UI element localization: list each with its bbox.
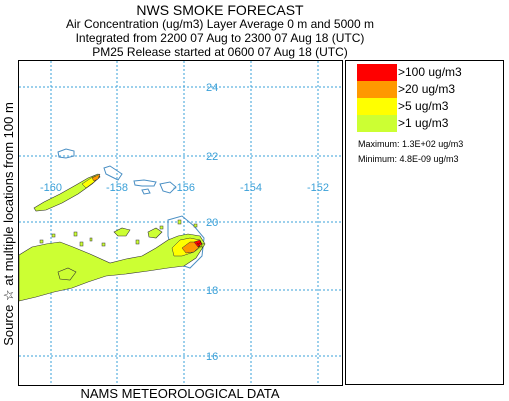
legend-item-100: >100 ug/m3 xyxy=(357,64,503,81)
source-side-label-text: Source ☆ at multiple locations from 100 … xyxy=(1,101,16,346)
integration-period: Integrated from 2200 07 Aug to 2300 07 A… xyxy=(75,31,365,45)
meteorological-data-label: NAMS METEOROLOGICAL DATA xyxy=(80,386,280,401)
speck xyxy=(159,225,164,230)
minimum-value: Minimum: 4.8E-09 ug/m3 xyxy=(358,154,459,164)
speck xyxy=(51,233,56,238)
concentration-description: Air Concentration (ug/m3) Layer Average … xyxy=(66,17,374,31)
lat-label-24: 24 xyxy=(206,82,218,94)
legend-label: >20 ug/m3 xyxy=(398,82,456,96)
source-side-label: Source ☆ at multiple locations from 100 … xyxy=(0,60,18,387)
legend-item-20: >20 ug/m3 xyxy=(357,81,503,98)
speck xyxy=(101,242,106,247)
plume-20-core xyxy=(181,241,201,254)
speck xyxy=(39,239,44,244)
legend-label: >5 ug/m3 xyxy=(398,99,449,113)
source-marker-icon: ☆ xyxy=(196,240,205,251)
longitude-gridlines xyxy=(50,61,319,385)
lon-label-158: -158 xyxy=(106,182,128,194)
plume-fragment-2 xyxy=(147,227,163,239)
smoke-plume-100 xyxy=(193,239,203,248)
legend-label: >100 ug/m3 xyxy=(398,65,462,79)
legend-label: >1 ug/m3 xyxy=(398,116,449,130)
speck xyxy=(193,223,198,228)
speck xyxy=(177,219,182,225)
smoke-specks xyxy=(39,219,198,247)
legend-item-5: >5 ug/m3 xyxy=(357,98,503,115)
release-start: PM25 Release started at 0600 07 Aug 18 (… xyxy=(92,45,348,59)
plume-100-core xyxy=(193,239,203,248)
forecast-title: NWS SMOKE FORECAST xyxy=(136,2,304,18)
legend-swatch xyxy=(357,115,397,132)
plume-fragment-1 xyxy=(113,227,131,237)
speck xyxy=(89,237,93,242)
lat-label-18: 18 xyxy=(206,285,218,297)
speck xyxy=(73,231,78,237)
coastline-lanai xyxy=(141,188,151,195)
main-plume-area xyxy=(18,233,206,302)
lat-label-16: 16 xyxy=(206,351,218,363)
coastline-maui xyxy=(159,181,177,194)
concentration-legend: >100 ug/m3 >20 ug/m3 >5 ug/m3 >1 ug/m3 M… xyxy=(345,60,504,385)
speck xyxy=(135,239,140,245)
lon-label-160: -160 xyxy=(40,182,62,194)
smoke-plume-20 xyxy=(91,173,201,254)
legend-swatch xyxy=(357,81,397,98)
plume-fragment-3 xyxy=(57,267,77,281)
coastline-oahu xyxy=(103,165,123,181)
maximum-value: Maximum: 1.3E+02 ug/m3 xyxy=(358,139,464,149)
plume-20-northwest xyxy=(91,173,101,182)
lon-label-154: -154 xyxy=(240,182,262,194)
lat-label-20: 20 xyxy=(206,217,218,229)
coastline-niihau-kauai xyxy=(57,148,75,159)
lat-label-22: 22 xyxy=(206,151,218,163)
lon-label-156: -156 xyxy=(173,182,195,194)
smoke-forecast-map: 24 22 20 18 16 -160 -158 -156 -154 -152 xyxy=(18,60,343,386)
legend-swatch xyxy=(357,98,397,115)
legend-swatch xyxy=(357,64,397,81)
legend-item-1: >1 ug/m3 xyxy=(357,115,503,132)
lon-label-152: -152 xyxy=(307,182,329,194)
coastline-molokai xyxy=(133,179,157,187)
speck xyxy=(79,241,84,247)
